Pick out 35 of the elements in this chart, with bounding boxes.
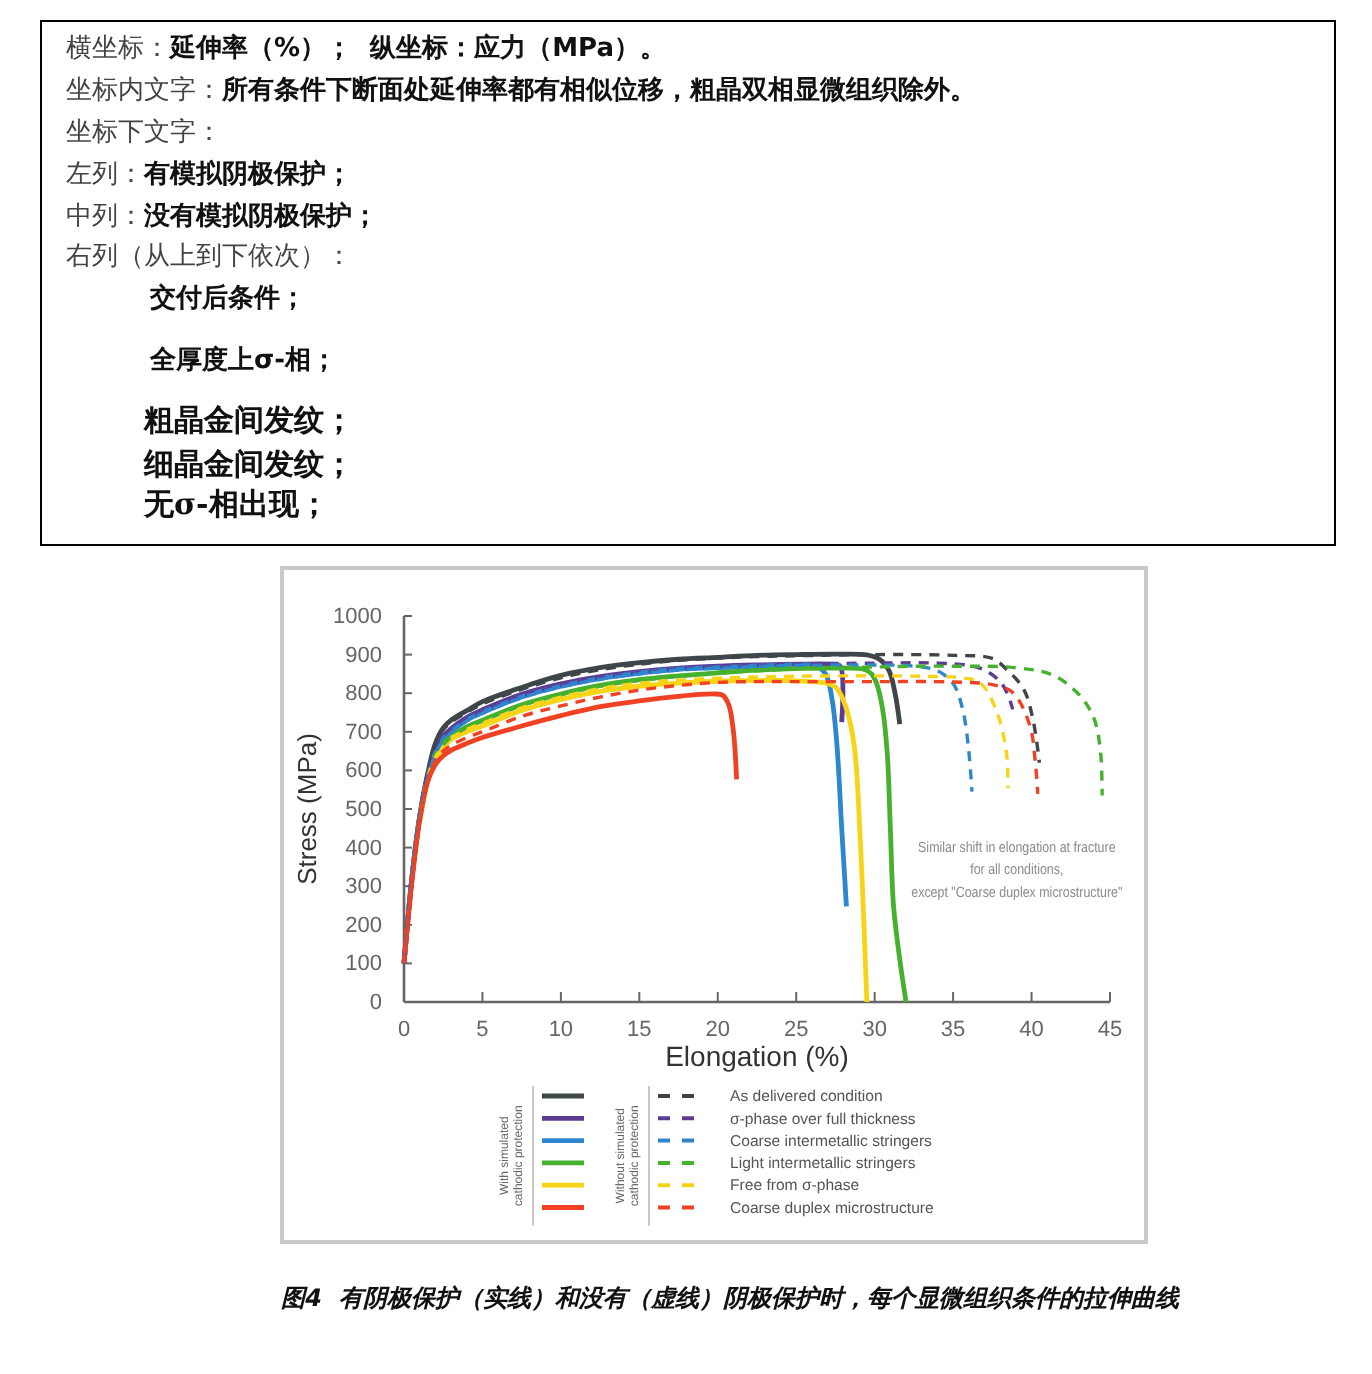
x-tick-label: 25 <box>783 1017 809 1042</box>
x-tick-label: 5 <box>476 1017 489 1042</box>
text: 细晶金间发纹； <box>142 446 354 482</box>
x-tick-label: 40 <box>1019 1017 1044 1042</box>
y-tick-label: 200 <box>345 913 382 938</box>
y-tick-label: 0 <box>369 991 382 1016</box>
y-tick-label: 700 <box>345 720 382 745</box>
y-tick-label: 800 <box>345 682 382 707</box>
x-tick-label: 30 <box>862 1017 887 1042</box>
y-tick-label: 500 <box>345 798 382 823</box>
y-tick-label: 300 <box>345 875 382 900</box>
y-tick-label: 900 <box>345 643 382 668</box>
y-axis-title: Stress (MPa) <box>292 733 322 885</box>
y-tick-label: 1000 <box>333 605 382 630</box>
x-tick-label: 0 <box>397 1017 411 1042</box>
y-tick-label: 100 <box>345 952 382 977</box>
text: 横坐标：延伸率（%）； 纵坐标：应力（MPa）。 <box>66 32 666 64</box>
x-tick-label: 20 <box>705 1017 731 1042</box>
x-tick-label: 15 <box>627 1017 652 1042</box>
x-axis-title: Elongation (%) <box>665 1040 849 1072</box>
text: 图4 有阴极保护（实线）和没有（虚线）阴极保护时，每个显微组织条件的拉伸曲线 <box>281 1284 1181 1312</box>
y-tick-label: 400 <box>345 836 382 861</box>
x-tick-label: 45 <box>1097 1017 1123 1042</box>
text: 左列：有模拟阴极保护； <box>66 158 352 190</box>
text: 无σ-相出现； <box>142 486 329 522</box>
text: 坐标下文字： <box>66 116 222 148</box>
x-tick-label: 10 <box>548 1017 574 1042</box>
text: 全厚度上σ-相； <box>148 344 338 376</box>
text: 坐标内文字：所有条件下断面处延伸率都有相似位移，粗晶双相显微组织除外。 <box>66 74 976 106</box>
text: 粗晶金间发纹； <box>142 402 354 438</box>
y-tick-label: 600 <box>345 759 382 784</box>
text: 中列：没有模拟阴极保护； <box>66 200 378 232</box>
text: 交付后条件； <box>148 282 306 314</box>
x-tick-label: 35 <box>940 1017 966 1042</box>
text: 右列（从上到下依次）： <box>66 242 352 272</box>
